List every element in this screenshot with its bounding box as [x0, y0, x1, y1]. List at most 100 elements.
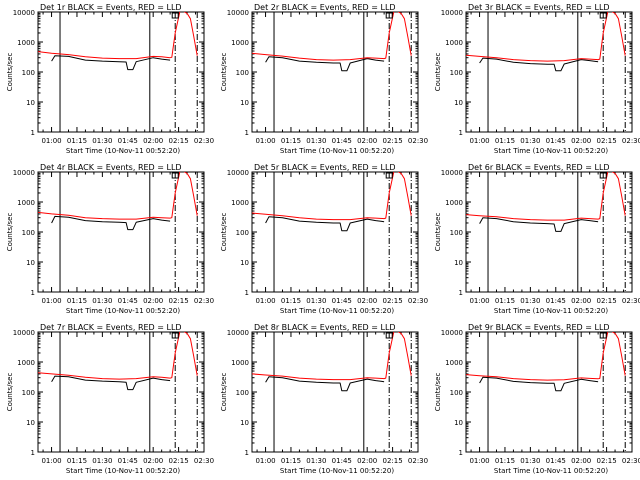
plot-area	[466, 332, 626, 452]
x-tick-label: 01:00	[255, 137, 275, 145]
y-tick-label: 10000	[13, 329, 35, 337]
lld-series-line	[466, 12, 626, 62]
x-tick-label: 01:30	[306, 137, 326, 145]
x-axis-label: Start Time (10-Nov-11 00:52:20)	[66, 467, 180, 475]
x-tick-label: 02:15	[382, 137, 402, 145]
x-tick-label: 01:15	[495, 457, 515, 465]
detector-panel-1: 1 10 100 1000 10000 01:00 01:15 01:30 01:45 02:00…	[6, 3, 214, 155]
plot-area	[466, 12, 626, 132]
y-tick-label: 10	[240, 99, 249, 107]
detector-panel-3: 1 10 100 1000 10000 01:00 01:15 01:30 01:45 02:00…	[434, 3, 640, 155]
lld-series-line	[38, 172, 198, 220]
y-tick-label: 1	[459, 129, 463, 137]
plot-frame	[251, 331, 419, 453]
lld-series-line	[252, 332, 412, 381]
y-tick-label: 10000	[227, 329, 249, 337]
detector-panel-4: 1 10 100 1000 10000 01:00 01:15 01:30 01:45 02:00…	[6, 163, 214, 315]
x-tick-label: 01:30	[92, 457, 112, 465]
x-tick-label: 01:30	[92, 297, 112, 305]
x-axis-label: Start Time (10-Nov-11 00:52:20)	[66, 147, 180, 155]
square-marker	[171, 12, 179, 19]
plot-frame	[37, 11, 205, 133]
y-tick-label: 1000	[231, 199, 249, 207]
y-axis-label: Counts/sec	[6, 53, 14, 92]
y-tick-label: 1	[459, 289, 463, 297]
detector-panel-8: 1 10 100 1000 10000 01:00 01:15 01:30 01:45 02:00…	[220, 323, 428, 475]
y-tick-label: 1	[245, 449, 249, 457]
events-series-line	[51, 55, 171, 71]
y-axis-label: Counts/sec	[434, 53, 442, 92]
x-tick-label: 01:00	[469, 457, 489, 465]
panel-title: Det 4r BLACK = Events, RED = LLD	[40, 163, 182, 172]
square-marker	[599, 332, 607, 339]
lld-series-line	[38, 12, 198, 60]
x-tick-label: 02:00	[571, 137, 591, 145]
x-tick-label: 01:30	[520, 297, 540, 305]
x-tick-label: 01:15	[281, 137, 301, 145]
x-tick-label: 01:45	[332, 297, 352, 305]
y-tick-label: 1000	[17, 359, 35, 367]
y-tick-label: 1000	[231, 39, 249, 47]
panel-title: Det 5r BLACK = Events, RED = LLD	[254, 163, 396, 172]
x-tick-label: 01:00	[41, 137, 61, 145]
x-tick-label: 01:15	[495, 297, 515, 305]
x-tick-label: 02:15	[382, 297, 402, 305]
x-tick-label: 02:15	[168, 137, 188, 145]
panel-title: Det 7r BLACK = Events, RED = LLD	[40, 323, 182, 332]
y-tick-label: 1000	[445, 199, 463, 207]
x-tick-label: 02:30	[194, 137, 214, 145]
plot-frame	[465, 331, 633, 453]
y-axis-label: Counts/sec	[220, 373, 228, 412]
x-tick-label: 02:15	[168, 297, 188, 305]
x-tick-label: 02:00	[571, 297, 591, 305]
square-marker	[385, 12, 393, 19]
x-tick-label: 01:15	[495, 137, 515, 145]
plot-frame	[465, 11, 633, 133]
lld-series-line	[466, 332, 626, 381]
y-tick-label: 10	[26, 99, 35, 107]
x-axis-label: Start Time (10-Nov-11 00:52:20)	[280, 307, 394, 315]
plot-area	[252, 332, 412, 452]
y-tick-label: 10000	[13, 9, 35, 17]
events-series-line	[479, 217, 599, 232]
y-tick-label: 100	[236, 389, 249, 397]
y-tick-label: 10	[240, 419, 249, 427]
y-tick-label: 1	[31, 449, 35, 457]
x-axis-label: Start Time (10-Nov-11 00:52:20)	[494, 307, 608, 315]
plot-frame	[251, 171, 419, 293]
plot-frame	[37, 171, 205, 293]
y-tick-label: 10	[26, 419, 35, 427]
panel-title: Det 3r BLACK = Events, RED = LLD	[468, 3, 610, 12]
square-marker	[385, 172, 393, 179]
x-tick-label: 01:15	[67, 137, 87, 145]
y-axis-label: Counts/sec	[6, 213, 14, 252]
y-axis-label: Counts/sec	[220, 53, 228, 92]
y-tick-label: 1	[245, 289, 249, 297]
x-axis-label: Start Time (10-Nov-11 00:52:20)	[494, 147, 608, 155]
x-tick-label: 01:45	[332, 457, 352, 465]
events-series-line	[265, 376, 385, 392]
y-tick-label: 100	[450, 389, 463, 397]
x-tick-label: 01:30	[306, 297, 326, 305]
plot-area	[252, 172, 412, 292]
x-axis-label: Start Time (10-Nov-11 00:52:20)	[66, 307, 180, 315]
x-tick-label: 01:15	[67, 457, 87, 465]
square-marker	[171, 172, 179, 179]
square-marker	[599, 172, 607, 179]
x-tick-label: 02:15	[596, 457, 616, 465]
x-tick-label: 02:30	[622, 137, 640, 145]
x-tick-label: 01:45	[546, 137, 566, 145]
x-tick-label: 01:45	[118, 137, 138, 145]
detector-panel-6: 1 10 100 1000 10000 01:00 01:15 01:30 01:45 02:00…	[434, 163, 640, 315]
x-tick-label: 01:30	[520, 137, 540, 145]
x-tick-label: 01:00	[41, 457, 61, 465]
y-tick-label: 1000	[445, 359, 463, 367]
plot-frame	[465, 171, 633, 293]
panel-title: Det 8r BLACK = Events, RED = LLD	[254, 323, 396, 332]
square-marker	[171, 332, 179, 339]
y-tick-label: 1	[245, 129, 249, 137]
x-tick-label: 01:00	[255, 457, 275, 465]
x-axis-label: Start Time (10-Nov-11 00:52:20)	[494, 467, 608, 475]
lld-series-line	[38, 332, 198, 380]
